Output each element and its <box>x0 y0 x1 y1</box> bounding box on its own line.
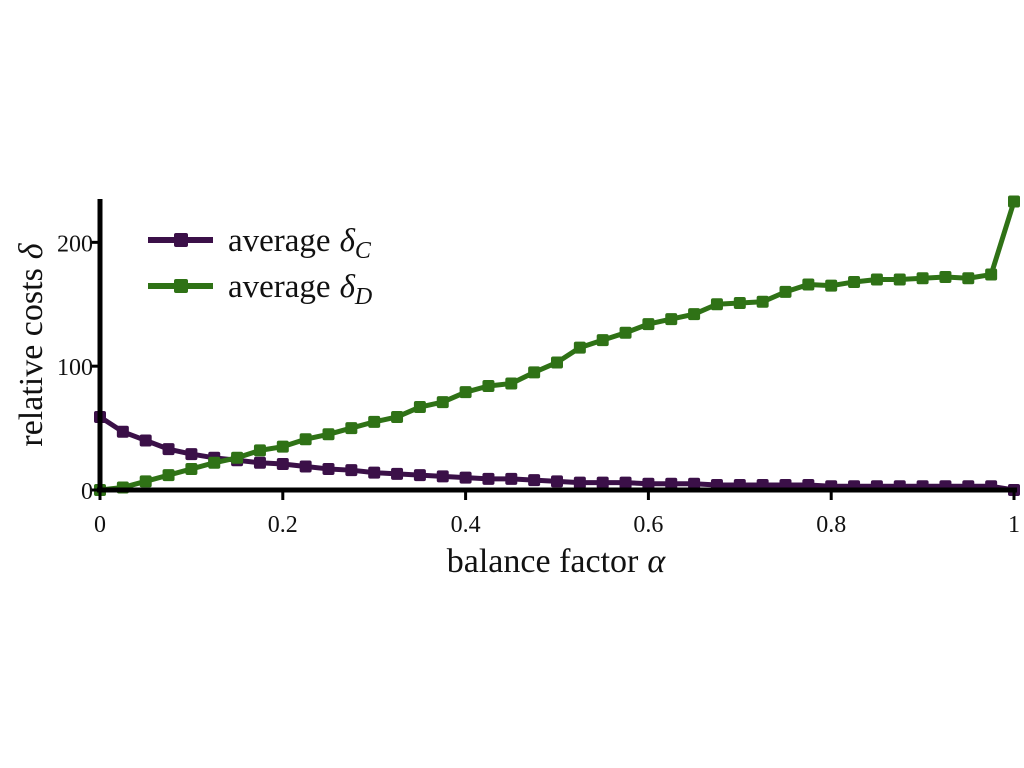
data-point-c <box>345 464 358 477</box>
data-point-c <box>116 425 129 438</box>
y-axis-label: relative costs δ <box>13 242 50 446</box>
data-point-d <box>802 278 815 291</box>
data-point-c <box>413 469 426 482</box>
data-point-d <box>299 433 312 446</box>
data-point-d <box>916 272 929 285</box>
data-point-d <box>665 313 678 326</box>
legend: average δC average δD <box>148 223 372 310</box>
data-point-c <box>368 466 381 479</box>
data-point-d <box>368 415 381 428</box>
data-point-d <box>848 275 861 288</box>
y-axis-label-symbol: δ <box>13 242 50 259</box>
data-point-c <box>162 443 175 456</box>
data-point-d <box>322 428 335 441</box>
x-axis-label: balance factor α <box>447 543 667 580</box>
legend-label-d-symbol: δ <box>340 269 356 305</box>
x-ticks: 0 0.2 0.4 0.6 0.8 1 <box>94 490 1020 538</box>
data-point-d <box>710 298 723 311</box>
data-point-d <box>573 341 586 354</box>
series-d <box>94 195 1020 496</box>
data-point-d <box>185 462 198 475</box>
data-point-d <box>733 297 746 310</box>
series-layer <box>94 195 1020 496</box>
data-point-c <box>619 476 632 489</box>
data-point-d <box>619 326 632 339</box>
data-point-c <box>528 474 541 487</box>
x-tick-label: 0.4 <box>451 512 481 538</box>
legend-label-d: average δD <box>228 269 372 310</box>
data-point-d <box>825 279 838 292</box>
data-point-c <box>391 467 404 480</box>
data-point-d <box>231 451 244 464</box>
x-tick-label: 0.2 <box>268 512 298 538</box>
data-point-c <box>436 470 449 483</box>
y-tick-label: 100 <box>57 355 93 381</box>
data-point-d <box>893 273 906 286</box>
x-tick-label: 1 <box>1008 512 1020 538</box>
legend-marker-d <box>174 279 188 293</box>
x-tick-label: 0.6 <box>633 512 663 538</box>
data-point-c <box>596 476 609 489</box>
data-point-c <box>253 456 266 469</box>
data-point-d <box>962 272 975 285</box>
y-tick-label: 200 <box>57 231 93 257</box>
data-point-c <box>482 472 495 485</box>
data-point-d <box>985 268 998 281</box>
data-point-c <box>139 434 152 447</box>
legend-item-d: average δD <box>148 269 372 310</box>
data-point-c <box>688 477 701 490</box>
data-point-d <box>870 273 883 286</box>
data-point-c <box>573 476 586 489</box>
data-point-d <box>642 318 655 331</box>
legend-marker-c <box>174 233 188 247</box>
data-point-c <box>665 477 678 490</box>
legend-label-c-symbol: δ <box>340 223 356 259</box>
data-point-d <box>528 366 541 379</box>
data-point-d <box>253 444 266 457</box>
legend-label-c: average δC <box>228 223 372 264</box>
data-point-d <box>459 386 472 399</box>
data-point-d <box>688 308 701 321</box>
data-point-d <box>208 456 221 469</box>
x-tick-label: 0 <box>94 512 106 538</box>
data-point-d <box>596 334 609 347</box>
legend-item-c: average δC <box>148 223 372 264</box>
x-axis-label-symbol: α <box>647 543 666 580</box>
data-point-d <box>436 396 449 409</box>
data-point-c <box>459 471 472 484</box>
data-point-d <box>162 469 175 482</box>
y-ticks: 0 100 200 <box>57 231 100 505</box>
x-tick-label: 0.8 <box>816 512 846 538</box>
data-point-c <box>299 460 312 473</box>
data-point-d <box>551 356 563 369</box>
data-point-d <box>779 285 792 298</box>
data-point-c <box>642 477 655 490</box>
legend-label-d-text: average <box>228 269 331 305</box>
data-point-c <box>551 475 563 488</box>
x-axis-label-text: balance factor <box>447 543 639 580</box>
data-point-d <box>391 410 404 423</box>
data-point-d <box>139 475 152 488</box>
data-point-c <box>505 472 518 485</box>
data-point-d <box>276 440 289 453</box>
data-point-d <box>1008 195 1020 208</box>
data-point-d <box>939 271 952 284</box>
legend-label-c-text: average <box>228 223 331 259</box>
data-point-d <box>505 377 518 390</box>
data-point-d <box>482 379 495 392</box>
data-point-c <box>185 448 198 461</box>
y-axis-label-text: relative costs <box>13 268 50 446</box>
legend-label-d-sub: D <box>354 284 372 310</box>
data-point-d <box>756 295 769 308</box>
data-point-c <box>322 462 335 475</box>
legend-label-c-sub: C <box>355 238 372 264</box>
data-point-d <box>345 422 358 435</box>
y-tick-label: 0 <box>81 479 93 505</box>
data-point-d <box>413 401 426 414</box>
data-point-c <box>276 457 289 470</box>
